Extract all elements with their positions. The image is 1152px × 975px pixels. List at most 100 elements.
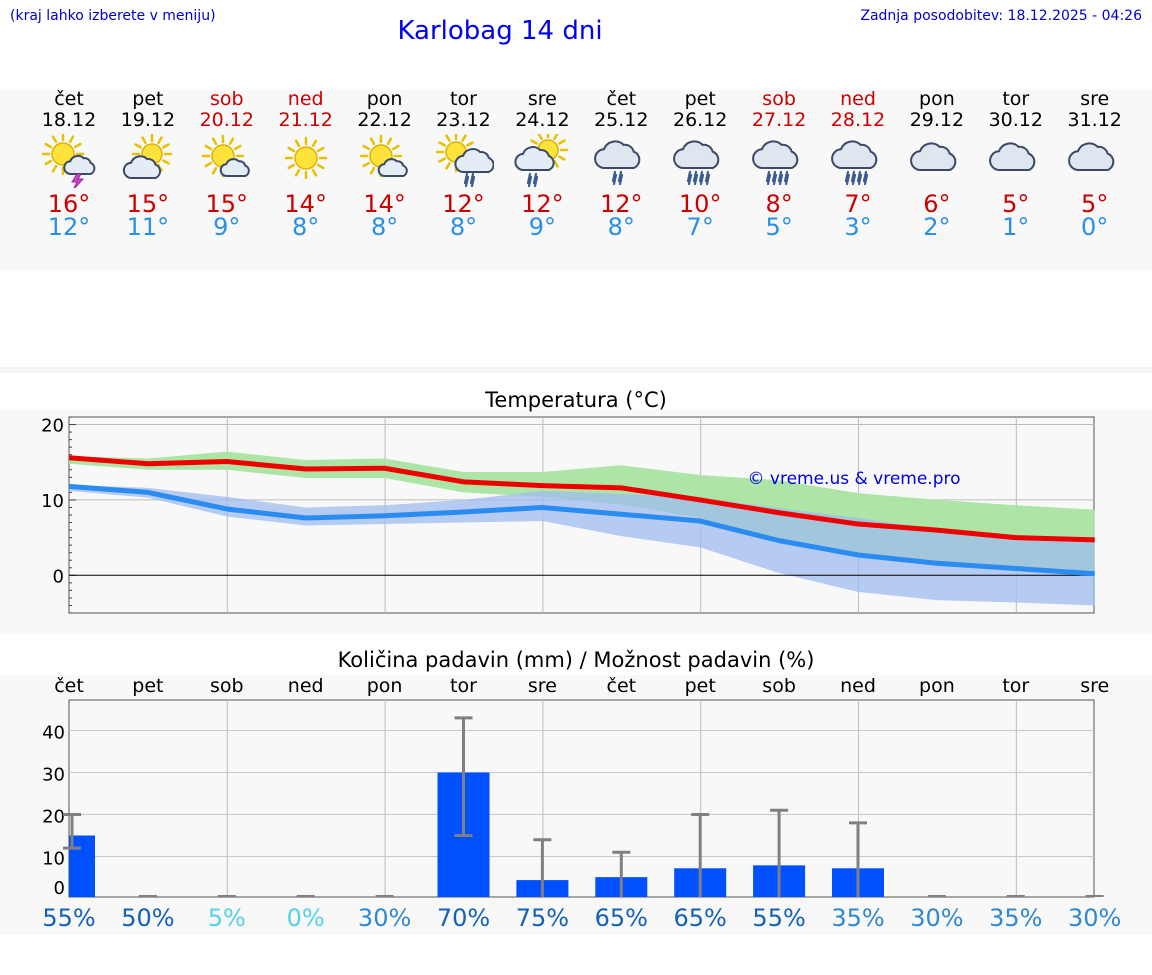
location-menu-hint: (kraj lahko izberete v meniju) [10,8,216,24]
day-date: 21.12 [278,109,333,131]
min-temperature: 3° [844,213,872,241]
day-date: 19.12 [120,109,176,131]
y-tick-label: 0 [54,878,65,899]
cloud-heavy-rain-icon [752,140,799,186]
day-name: pet [132,88,164,110]
min-temperature: 12° [47,213,91,241]
min-temperature: 11° [126,213,170,241]
day-date: 29.12 [909,109,965,131]
day-date: 20.12 [199,109,254,131]
day-column: pet 19.12 15° 11° [108,88,188,241]
max-temperature: 5° [1002,190,1030,218]
precipitation-probability: 55% [42,904,95,932]
x-tick-label: tor [450,675,477,697]
day-date: 22.12 [357,109,412,131]
sun-cloud-icon [122,134,173,179]
min-temperature: 8° [292,213,320,241]
precipitation-probability: 30% [358,904,411,932]
day-column: čet 18.12 16° 12° [29,88,109,241]
cloud-icon [909,142,957,172]
cloud-heavy-rain-icon [673,140,720,186]
watermark: © vreme.us & vreme.pro [747,469,960,489]
max-temperature: 12° [600,190,643,218]
precipitation-probability: 35% [989,904,1042,932]
day-column: tor 23.12 12° 8° [424,88,504,241]
min-temperature: 2° [923,213,951,241]
max-temperature: 10° [678,190,722,218]
sun-cloud-light-rain-icon [514,134,569,188]
precipitation-probability: 70% [437,904,490,932]
day-name: ned [287,88,324,110]
day-name: sre [527,88,557,110]
temperature-chart-title: Temperatura (°C) [485,388,667,412]
x-tick-label: tor [1002,675,1029,697]
max-temperature: 14° [363,190,406,218]
min-temperature: 5° [765,213,793,241]
y-tick-label: 10 [41,491,64,512]
day-name: čet [54,88,84,110]
sun-icon [284,136,327,180]
max-temperature: 6° [923,190,951,218]
precipitation-probability: 65% [674,904,727,932]
day-date: 28.12 [830,109,886,131]
max-temperature: 5° [1081,190,1109,218]
day-name: sob [210,88,244,110]
x-tick-label: čet [607,675,637,697]
min-temperature: 9° [213,213,241,241]
day-name: pon [366,88,403,110]
sun-cloud-thunder-icon [41,134,96,188]
day-column: čet 25.12 12° 8° [581,88,661,241]
x-tick-label: sob [762,675,796,697]
min-temperature: 9° [528,213,557,241]
temperature-chart: 0 10 20 © vreme.us & vreme.pro [41,416,1095,614]
x-tick-label: pon [919,675,955,697]
day-date: 26.12 [672,109,728,131]
day-name: pon [919,88,955,110]
min-temperature: 8° [449,213,478,241]
sun-small-cloud-icon [201,134,250,178]
plot-area [68,699,1095,898]
precipitation-chart: 0 10 20 30 40 čet pet sob ned pon tor sre čet pet sob n… [42,675,1121,932]
max-temperature-line [68,455,1095,543]
day-date: 18.12 [41,109,97,131]
y-tick-label: 0 [53,566,64,587]
day-date: 27.12 [751,109,807,131]
x-tick-label: ned [288,675,324,697]
divider [0,367,1152,373]
day-column: ned 28.12 7° 3° [818,88,898,241]
max-temperature: 15° [126,190,170,218]
y-tick-label: 20 [42,807,65,828]
day-column: pon 29.12 6° 2° [897,88,977,241]
day-column: sob 27.12 8° 5° [739,88,819,241]
precipitation-probability: 50% [121,904,174,932]
precipitation-probability: 5% [208,904,246,932]
day-date: 23.12 [436,109,491,131]
day-date: 25.12 [594,109,649,131]
day-date: 31.12 [1067,109,1122,131]
precipitation-probability: 0% [287,904,325,932]
last-update-text: Zadnja posodobitev: 18.12.2025 - 04:26 [860,8,1142,24]
precipitation-chart-title: Količina padavin (mm) / Možnost padavin … [337,648,815,672]
day-column: pon 22.12 14° 8° [345,88,425,241]
x-tick-label: ned [840,675,876,697]
min-temperature: 0° [1081,213,1109,241]
day-name: sob [762,88,796,110]
day-name: sre [1080,88,1110,110]
precipitation-probability: 30% [910,904,963,932]
cloud-heavy-rain-icon [831,140,878,186]
day-date: 24.12 [515,109,570,131]
day-name: tor [1002,88,1030,110]
x-tick-label: sre [1080,675,1109,697]
day-column: sre 24.12 12° 9° [502,88,582,241]
max-temperature: 8° [765,190,793,218]
day-date: 30.12 [988,109,1043,131]
day-column: ned 21.12 14° 8° [266,88,346,241]
min-temperature: 1° [1002,213,1030,241]
max-temperature: 12° [521,190,564,218]
min-temperature: 8° [370,213,399,241]
min-temperature: 7° [686,213,714,241]
precipitation-probability: 55% [752,904,805,932]
cloud-rain-icon [594,140,641,186]
min-temperature-line [68,483,1095,577]
page-title: Karlobag 14 dni [397,16,603,46]
